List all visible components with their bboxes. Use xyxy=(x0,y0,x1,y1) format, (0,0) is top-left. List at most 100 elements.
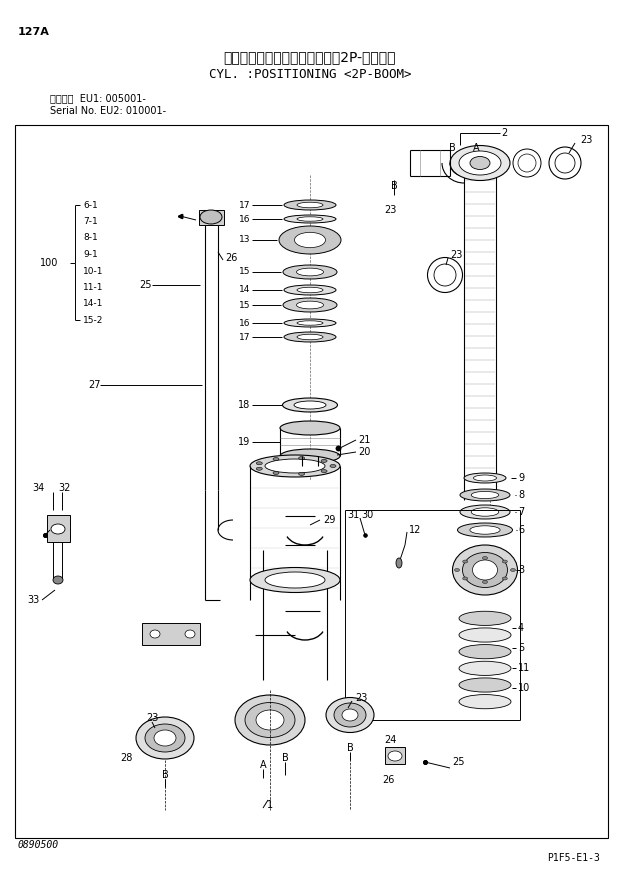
Text: 23: 23 xyxy=(355,693,368,703)
Ellipse shape xyxy=(474,475,497,481)
Ellipse shape xyxy=(280,421,340,435)
Ellipse shape xyxy=(284,215,336,223)
Text: 6-1: 6-1 xyxy=(83,201,98,210)
Text: 10: 10 xyxy=(518,683,530,693)
Text: 23: 23 xyxy=(384,205,396,215)
Bar xyxy=(199,210,224,225)
Ellipse shape xyxy=(250,567,340,593)
Ellipse shape xyxy=(273,471,279,474)
Text: 21: 21 xyxy=(358,435,370,445)
Ellipse shape xyxy=(284,200,336,210)
Ellipse shape xyxy=(458,523,513,537)
Text: 13: 13 xyxy=(239,236,250,244)
Text: 14-1: 14-1 xyxy=(83,299,104,308)
Text: 17: 17 xyxy=(239,333,250,341)
Ellipse shape xyxy=(471,508,498,516)
Ellipse shape xyxy=(284,332,336,342)
Ellipse shape xyxy=(334,703,366,727)
Text: 15-2: 15-2 xyxy=(83,316,104,325)
Text: 8: 8 xyxy=(518,490,524,500)
Text: CYL. :POSITIONING <2P-BOOM>: CYL. :POSITIONING <2P-BOOM> xyxy=(209,68,411,81)
Ellipse shape xyxy=(136,717,194,759)
Ellipse shape xyxy=(518,154,536,172)
Text: 25: 25 xyxy=(140,280,152,290)
Ellipse shape xyxy=(502,577,507,580)
Text: 100: 100 xyxy=(40,258,58,267)
Text: シリンダ；ポジショニング　＜2P-ブーム＞: シリンダ；ポジショニング ＜2P-ブーム＞ xyxy=(224,50,396,64)
Bar xyxy=(385,747,405,764)
Ellipse shape xyxy=(294,232,326,248)
Ellipse shape xyxy=(470,526,500,534)
Text: 30: 30 xyxy=(361,510,373,520)
Ellipse shape xyxy=(471,491,498,498)
Text: 4: 4 xyxy=(518,623,524,633)
Text: Serial No. EU2: 010001-: Serial No. EU2: 010001- xyxy=(50,106,166,116)
Text: 33: 33 xyxy=(28,595,40,605)
Ellipse shape xyxy=(296,268,324,276)
Ellipse shape xyxy=(460,505,510,519)
Text: 3: 3 xyxy=(518,565,524,575)
Ellipse shape xyxy=(200,210,222,224)
Ellipse shape xyxy=(482,581,487,583)
Ellipse shape xyxy=(250,455,340,477)
Text: 14: 14 xyxy=(239,285,250,294)
Ellipse shape xyxy=(459,628,511,642)
Ellipse shape xyxy=(463,560,467,563)
Bar xyxy=(142,623,200,645)
Ellipse shape xyxy=(459,678,511,692)
Ellipse shape xyxy=(51,524,65,534)
Ellipse shape xyxy=(283,265,337,279)
Ellipse shape xyxy=(453,545,518,595)
Ellipse shape xyxy=(502,560,507,563)
Ellipse shape xyxy=(297,320,323,326)
Ellipse shape xyxy=(463,553,508,588)
Ellipse shape xyxy=(280,449,340,463)
Ellipse shape xyxy=(297,334,323,340)
Ellipse shape xyxy=(145,724,185,752)
Text: 24: 24 xyxy=(384,735,396,745)
Text: 27: 27 xyxy=(88,380,100,390)
Text: B: B xyxy=(162,770,169,780)
Text: 32: 32 xyxy=(58,483,71,493)
Text: 26: 26 xyxy=(225,253,237,263)
Text: 23: 23 xyxy=(450,250,463,260)
Ellipse shape xyxy=(459,695,511,709)
Bar xyxy=(47,515,70,542)
Text: 127A: 127A xyxy=(18,27,50,37)
Ellipse shape xyxy=(283,398,337,412)
Text: P1F5-E1-3: P1F5-E1-3 xyxy=(547,853,600,863)
Ellipse shape xyxy=(256,467,262,471)
Ellipse shape xyxy=(185,630,195,638)
Text: 5: 5 xyxy=(518,643,525,653)
Ellipse shape xyxy=(235,695,305,745)
Ellipse shape xyxy=(321,470,327,472)
Ellipse shape xyxy=(299,472,304,476)
Text: 6: 6 xyxy=(518,525,524,535)
Ellipse shape xyxy=(450,146,510,181)
Text: 7: 7 xyxy=(518,507,525,517)
Text: 18: 18 xyxy=(237,400,250,410)
Ellipse shape xyxy=(273,457,279,461)
Text: 0890500: 0890500 xyxy=(18,840,59,850)
Ellipse shape xyxy=(459,644,511,659)
Ellipse shape xyxy=(297,217,323,221)
Text: 1: 1 xyxy=(267,800,273,810)
Text: 9: 9 xyxy=(518,473,524,483)
Ellipse shape xyxy=(388,751,402,761)
Ellipse shape xyxy=(296,301,324,309)
Text: B: B xyxy=(449,143,455,153)
Ellipse shape xyxy=(459,661,511,676)
Ellipse shape xyxy=(321,459,327,463)
Text: 34: 34 xyxy=(33,483,45,493)
Ellipse shape xyxy=(510,568,515,572)
Text: 2: 2 xyxy=(501,128,507,138)
Text: 8-1: 8-1 xyxy=(83,233,98,243)
Ellipse shape xyxy=(265,459,325,473)
Text: 28: 28 xyxy=(120,753,133,763)
Ellipse shape xyxy=(245,703,295,738)
Ellipse shape xyxy=(396,558,402,568)
Ellipse shape xyxy=(154,730,176,746)
Text: 19: 19 xyxy=(237,437,250,447)
Ellipse shape xyxy=(283,298,337,312)
Text: 20: 20 xyxy=(358,447,370,457)
